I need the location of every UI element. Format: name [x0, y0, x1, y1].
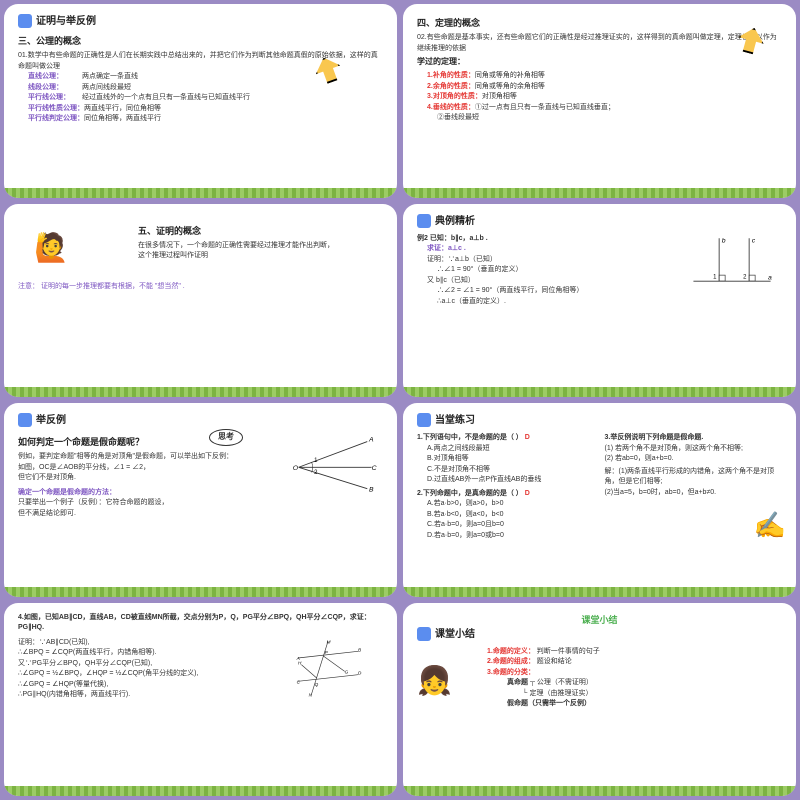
svg-text:M: M [327, 639, 331, 644]
badge-text: 课堂小结 [435, 629, 475, 640]
q2-a: A.若a·b>0，则a>0，b>0 [427, 499, 595, 510]
proof-step-4: ∴∠2 = ∠1 = 90°（两直线平行，同位角相等） [437, 286, 672, 297]
q3-b: (2) 若ab=0，则a+b=0. [605, 454, 783, 465]
body-text: 在很多情况下，一个命题的正确性需要经过推理才能作出判断，这个推理过程叫作证明 [138, 241, 338, 262]
section-heading: 四、定理的概念 [417, 16, 782, 30]
slide-badge: 课堂小结 [417, 627, 782, 643]
top-tag: 课堂小结 [417, 613, 782, 627]
proof-step-1: 证明：∵a⊥b（已知） [427, 255, 672, 266]
theorem-1: 1.补角的性质：同角或等角的补角相等 [427, 71, 782, 82]
svg-text:Q: Q [315, 682, 319, 687]
q1: 1.下列语句中，不是命题的是（ ） D [417, 433, 595, 444]
badge-text: 证明与举反例 [36, 16, 96, 27]
badge-text: 举反例 [36, 415, 66, 426]
slide-3-proof-concept: 🙋 五、证明的概念 在很多情况下，一个命题的正确性需要经过推理才能作出判断，这个… [4, 204, 397, 398]
axiom-line-4: 平行线性质公理：两直线平行，同位角相等 [28, 104, 383, 115]
slide-7-exercise-4: 4.如图，已知AB∥CD，直线AB，CD被直线MN所截，交点分别为P，Q，PG平… [4, 603, 397, 797]
q2: 2.下列命题中，是真命题的是（ ） D [417, 489, 595, 500]
slide-4-example-analysis: 典例精析 例2 已知：b∥c，a⊥b . 求证：a⊥c . 证明：∵a⊥b（已知… [403, 204, 796, 398]
q1-c: C.不是对顶角不相等 [427, 465, 595, 476]
method-p2: 只要举出一个例子（反例）：它符合命题的题设， [18, 498, 273, 509]
slide-5-counterexample: 举反例 思考 如何判定一个命题是假命题呢？ 例如，要判定命题"相等的角是对顶角"… [4, 403, 397, 597]
parallel-lines-diagram: M P Q A B C D G H N [273, 638, 383, 698]
sub-heading: 学过的定理： [417, 56, 782, 68]
note-text: 注意： 证明的每一步推理都要有根据，不能 "想当然" . [18, 282, 383, 293]
proof-step-5: ∴a⊥c（垂直的定义）. [437, 297, 672, 308]
q4: 4.如图，已知AB∥CD，直线AB，CD被直线MN所截，交点分别为P，Q，PG平… [18, 613, 383, 634]
slide-1-axiom-concept: 证明与举反例 三、公理的概念 01.数学中有些命题的正确性是人们在长期实践中总结… [4, 4, 397, 198]
q2-c: C.若a·b=0，则a=0且b=0 [427, 520, 595, 531]
proof-3: 又∵PG平分∠BPQ，QH平分∠CQP(已知), [18, 659, 263, 670]
summary-3-false: 假命题（只需举一个反例） [507, 699, 782, 710]
section-heading: 三、公理的概念 [18, 34, 383, 48]
intro-text: 02.有些命题是基本事实，还有些命题它们的正确性是经过推理证实的，这样得到的真命… [417, 33, 782, 54]
example-p2: 如图，OC是∠AOB的平分线，∠1 = ∠2， [18, 463, 273, 474]
proof-6: ∴PG∥HQ(内错角相等，两直线平行). [18, 690, 263, 701]
svg-text:D: D [358, 670, 362, 675]
method-p3: 但不满足结论即可. [18, 509, 273, 520]
theorem-4b: ②垂线段最短 [437, 113, 782, 124]
svg-text:C: C [297, 679, 301, 684]
section-heading: 五、证明的概念 [138, 224, 383, 238]
proof-step-3: 又 b∥c（已知） [427, 276, 672, 287]
svg-text:O: O [293, 465, 299, 472]
svg-text:1: 1 [713, 274, 717, 280]
slide-badge: 当堂练习 [417, 413, 782, 429]
example-given: 例2 已知：b∥c，a⊥b . [417, 234, 672, 245]
theorem-2: 2.余角的性质：同角或等角的余角相等 [427, 82, 782, 93]
svg-text:P: P [325, 650, 329, 655]
badge-text: 当堂练习 [435, 415, 475, 426]
example-p3: 但它们不是对顶角. [18, 473, 273, 484]
svg-text:c: c [752, 237, 756, 244]
think-bubble: 思考 [209, 429, 243, 446]
slide-2-theorem-concept: 四、定理的概念 02.有些命题是基本事实，还有些命题它们的正确性是经过推理证实的… [403, 4, 796, 198]
proof-2: ∴∠BPQ = ∠CQP(两直线平行，内错角相等). [18, 648, 263, 659]
q2-b: B.若a·b<0，则a<0，b<0 [427, 510, 595, 521]
svg-text:C: C [372, 465, 377, 472]
child-icon: 👧 [417, 667, 477, 730]
proof-1: 证明：∵AB∥CD(已知), [18, 638, 263, 649]
theorem-4: 4.垂线的性质：①过一点有且只有一条直线与已知直线垂直； [427, 103, 782, 114]
slide-6-class-exercise: 当堂练习 1.下列语句中，不是命题的是（ ） D A.两点之间线段最短 B.对顶… [403, 403, 796, 597]
svg-text:2: 2 [743, 274, 747, 280]
q3-sol1: 解：(1)两条直线平行形成的内错角，这两个角不是对顶角，但是它们相等; [605, 467, 783, 488]
child-icon: 🙋 [34, 234, 69, 262]
example-p1: 例如，要判定命题"相等的角是对顶角"是假命题，可以举出如下反例： [18, 452, 273, 463]
summary-3-theorem: └ 定理（由推理证实） [507, 689, 782, 700]
axiom-line-5: 平行线判定公理：同位角相等，两直线平行 [28, 114, 383, 125]
method-title: 确定一个命题是假命题的方法： [18, 488, 273, 499]
svg-text:B: B [369, 486, 374, 493]
svg-text:B: B [358, 647, 361, 652]
svg-text:b: b [722, 237, 726, 244]
proof-step-2: ∴∠1 = 90°（垂直的定义） [437, 265, 672, 276]
svg-text:1: 1 [314, 458, 318, 464]
badge-text: 典例精析 [435, 216, 475, 227]
proof-4: ∴∠GPQ = ½∠BPQ，∠HQP = ½∠CQP(角平分线的定义), [18, 669, 263, 680]
svg-text:a: a [768, 274, 772, 281]
q1-b: B.对顶角相等 [427, 454, 595, 465]
slide-badge: 典例精析 [417, 214, 782, 230]
proof-5: ∴∠GPQ = ∠HQP(等量代换), [18, 680, 263, 691]
q3-sol2: (2)当a=5，b=0时，ab=0，但a+b≠0. [605, 488, 783, 499]
slide-8-summary: 课堂小结 课堂小结 👧 1.命题的定义： 判断一件事情的句子 2.命题的组成： … [403, 603, 796, 797]
q3: 3.举反例说明下列命题是假命题. [605, 433, 783, 444]
slide-badge: 证明与举反例 [18, 14, 383, 30]
theorem-3: 3.对顶角的性质：对顶角相等 [427, 92, 782, 103]
example-prove: 求证：a⊥c . [427, 244, 672, 255]
q1-d: D.过直线AB外一点P作直线AB的垂线 [427, 475, 595, 486]
q3-a: (1) 若两个角不是对顶角，则这两个角不相等; [605, 444, 783, 455]
svg-text:A: A [368, 437, 374, 444]
slide-badge: 举反例 [18, 413, 383, 429]
svg-text:G: G [345, 669, 349, 674]
summary-2: 2.命题的组成： 题设和结论 [487, 657, 782, 668]
q1-a: A.两点之间线段最短 [427, 444, 595, 455]
angle-bisector-diagram: O A C B 1 2 [283, 433, 383, 493]
summary-3-true: 真命题 ┬ 公理（不需证明） [507, 678, 782, 689]
q2-d: D.若a·b=0，则a=0或b=0 [427, 531, 595, 542]
summary-1: 1.命题的定义： 判断一件事情的句子 [487, 647, 782, 658]
hand-pencil-icon: ✍️ [754, 506, 786, 545]
perpendicular-diagram: b c a 1 2 [682, 234, 782, 294]
summary-3: 3.命题的分类： [487, 668, 782, 679]
